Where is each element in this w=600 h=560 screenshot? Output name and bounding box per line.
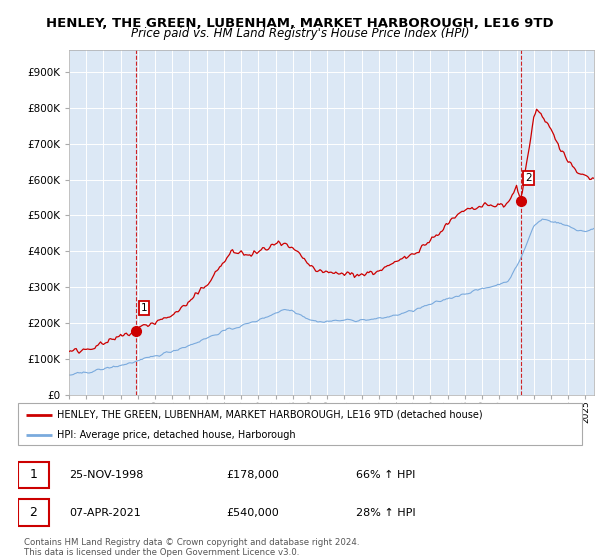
Text: 28% ↑ HPI: 28% ↑ HPI — [356, 507, 416, 517]
FancyBboxPatch shape — [18, 461, 49, 488]
Text: 2: 2 — [29, 506, 37, 519]
FancyBboxPatch shape — [18, 500, 49, 526]
Text: 2: 2 — [526, 174, 532, 183]
Text: 66% ↑ HPI: 66% ↑ HPI — [356, 470, 416, 480]
FancyBboxPatch shape — [18, 403, 582, 445]
Text: 07-APR-2021: 07-APR-2021 — [69, 507, 140, 517]
Text: Contains HM Land Registry data © Crown copyright and database right 2024.
This d: Contains HM Land Registry data © Crown c… — [24, 538, 359, 557]
Text: 1: 1 — [29, 468, 37, 481]
Text: 25-NOV-1998: 25-NOV-1998 — [69, 470, 143, 480]
Text: £178,000: £178,000 — [227, 470, 280, 480]
Text: Price paid vs. HM Land Registry's House Price Index (HPI): Price paid vs. HM Land Registry's House … — [131, 27, 469, 40]
Text: £540,000: £540,000 — [227, 507, 280, 517]
Text: HENLEY, THE GREEN, LUBENHAM, MARKET HARBOROUGH, LE16 9TD: HENLEY, THE GREEN, LUBENHAM, MARKET HARB… — [46, 17, 554, 30]
Text: 1: 1 — [141, 303, 148, 313]
Text: HPI: Average price, detached house, Harborough: HPI: Average price, detached house, Harb… — [58, 430, 296, 440]
Text: HENLEY, THE GREEN, LUBENHAM, MARKET HARBOROUGH, LE16 9TD (detached house): HENLEY, THE GREEN, LUBENHAM, MARKET HARB… — [58, 409, 483, 419]
